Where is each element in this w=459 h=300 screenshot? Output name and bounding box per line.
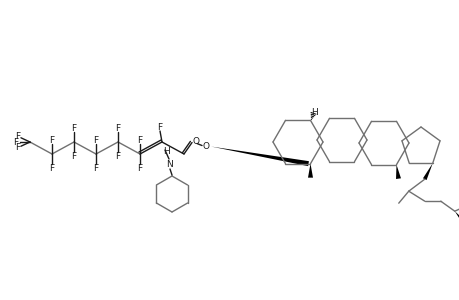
- Text: N: N: [166, 160, 173, 169]
- Text: O: O: [202, 142, 209, 151]
- Polygon shape: [454, 211, 459, 224]
- Text: F: F: [71, 152, 76, 160]
- Text: F: F: [137, 136, 142, 145]
- Text: H: H: [310, 108, 317, 117]
- Text: F: F: [137, 164, 142, 172]
- Polygon shape: [395, 165, 400, 179]
- Text: F: F: [93, 164, 98, 172]
- Text: F: F: [93, 136, 98, 145]
- Text: F: F: [71, 124, 76, 133]
- Polygon shape: [422, 163, 432, 180]
- Text: O: O: [192, 137, 199, 146]
- Text: F: F: [157, 122, 162, 131]
- Text: H: H: [163, 146, 170, 155]
- Text: F: F: [15, 143, 20, 152]
- Polygon shape: [211, 146, 308, 166]
- Text: F: F: [15, 132, 20, 141]
- Text: F: F: [115, 124, 120, 133]
- Text: F: F: [13, 137, 18, 146]
- Text: F: F: [49, 136, 55, 145]
- Text: F: F: [115, 152, 120, 160]
- Polygon shape: [308, 164, 312, 178]
- Text: F: F: [49, 164, 55, 172]
